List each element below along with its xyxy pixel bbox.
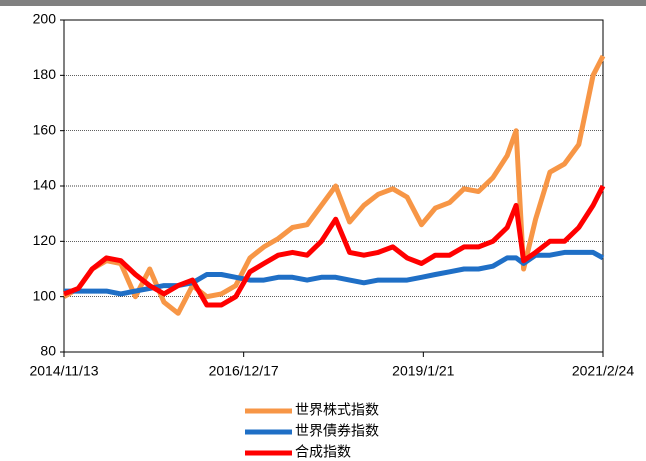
series-line [62, 54, 606, 316]
y-tick-label: 160 [33, 121, 57, 137]
y-tick-label: 200 [33, 11, 57, 27]
y-tick-label: 180 [33, 66, 57, 82]
series-line [63, 184, 606, 308]
y-tick-label: 100 [33, 287, 57, 303]
y-tick-label: 80 [40, 343, 56, 359]
legend-label: 世界債券指数 [295, 423, 379, 439]
x-tick-label: 2019/1/21 [392, 363, 454, 379]
legend-label: 合成指数 [295, 444, 351, 460]
x-tick-label: 2014/11/13 [29, 363, 98, 379]
header-bar [0, 0, 646, 6]
x-tick-label: 2021/2/24 [572, 363, 634, 379]
y-tick-label: 120 [33, 232, 57, 248]
y-tick-label: 140 [33, 177, 57, 193]
legend-label: 世界株式指数 [295, 402, 379, 418]
x-tick-label: 2016/12/17 [209, 363, 279, 379]
